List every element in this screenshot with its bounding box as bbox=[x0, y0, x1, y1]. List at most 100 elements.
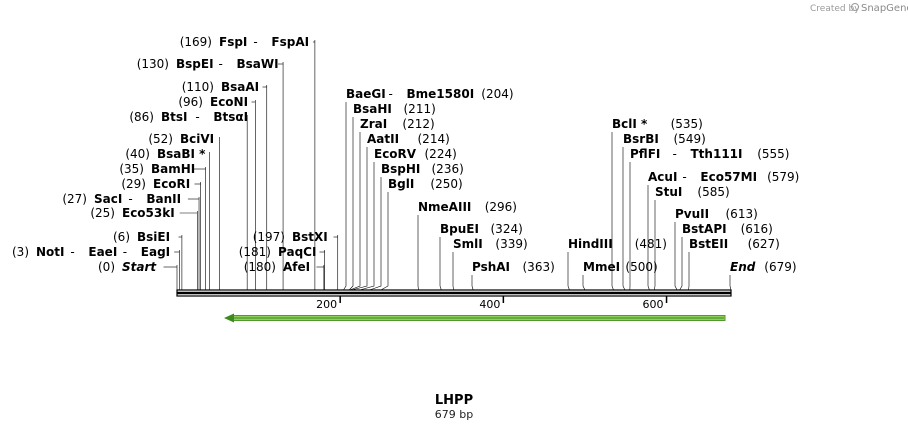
site-position: (324) bbox=[491, 222, 523, 236]
feature-arrow-head-icon bbox=[224, 313, 234, 323]
site-label[interactable]: BciVI (52) bbox=[148, 132, 214, 146]
site-name: EcoRV bbox=[374, 147, 417, 161]
site-name: MmeI bbox=[583, 260, 620, 274]
site-position: (339) bbox=[495, 237, 527, 251]
site-name: SacI bbox=[94, 192, 122, 206]
site-leader bbox=[611, 132, 614, 291]
site-name: Bme1580I bbox=[407, 87, 475, 101]
site-label[interactable]: HindIII (481) bbox=[568, 237, 667, 251]
site-name-separator: - bbox=[128, 192, 132, 206]
site-name: BsiEI bbox=[137, 230, 170, 244]
site-position: (549) bbox=[674, 132, 706, 146]
site-label[interactable]: BstXI (197) bbox=[253, 230, 328, 244]
site-leader bbox=[647, 185, 650, 291]
site-name: EaeI bbox=[88, 245, 117, 259]
site-label[interactable]: PshAI (363) bbox=[472, 260, 555, 274]
site-position: (3) bbox=[12, 245, 29, 259]
site-label[interactable]: BsaBI * (40) bbox=[125, 147, 206, 161]
site-name: ZraI bbox=[360, 117, 387, 131]
site-position: (197) bbox=[253, 230, 285, 244]
credit-prefix: Created by bbox=[810, 4, 860, 14]
site-label[interactable]: EcoRV (224) bbox=[374, 147, 457, 161]
site-label[interactable]: BstAPI (616) bbox=[682, 222, 773, 236]
site-label[interactable]: SmlI (339) bbox=[453, 237, 528, 251]
site-label[interactable]: BsaAI (110) bbox=[182, 80, 259, 94]
site-position: (500) bbox=[625, 260, 657, 274]
site-label[interactable]: BpuEI (324) bbox=[440, 222, 523, 236]
site-label[interactable]: BaeGI - Bme1580I (204) bbox=[346, 87, 514, 101]
sequence-backbone bbox=[176, 289, 732, 297]
site-label[interactable]: EcoNI (96) bbox=[178, 95, 248, 109]
site-label[interactable]: BsrBI (549) bbox=[623, 132, 706, 146]
site-label[interactable]: NmeAIII (296) bbox=[418, 200, 517, 214]
site-name: BstEII bbox=[689, 237, 728, 251]
site-name: PaqCI bbox=[278, 245, 316, 259]
site-label[interactable]: BspEI - BsaWI (130) bbox=[137, 57, 279, 71]
axis-ticks: 200 400 600 bbox=[316, 296, 668, 311]
site-label[interactable]: BglI (250) bbox=[388, 177, 463, 191]
site-leader bbox=[567, 252, 570, 291]
site-name: BsrBI bbox=[623, 132, 659, 146]
site-name: BanII bbox=[146, 192, 181, 206]
site-name: AatII bbox=[367, 132, 399, 146]
site-label[interactable]: End (679) bbox=[730, 260, 797, 274]
site-label[interactable]: Eco53kI (25) bbox=[90, 206, 174, 220]
axis-tick-label: 200 bbox=[316, 298, 337, 311]
site-name: PvuII bbox=[675, 207, 709, 221]
site-label[interactable]: PaqCI (181) bbox=[239, 245, 317, 259]
site-position: (250) bbox=[430, 177, 462, 191]
site-position: (535) bbox=[671, 117, 703, 131]
site-label[interactable]: PvuII (613) bbox=[675, 207, 758, 221]
site-position: (6) bbox=[113, 230, 130, 244]
site-name: BsaWI bbox=[237, 57, 279, 71]
site-position: (35) bbox=[119, 162, 144, 176]
site-leader bbox=[343, 102, 347, 291]
site-label[interactable]: BsiEI (6) bbox=[113, 230, 170, 244]
site-label[interactable]: BamHI (35) bbox=[119, 162, 195, 176]
site-name: FspI bbox=[219, 35, 247, 49]
site-label[interactable]: AfeI (180) bbox=[244, 260, 310, 274]
site-name: HindIII bbox=[568, 237, 613, 251]
site-name: BspHI bbox=[381, 162, 420, 176]
site-name-separator: - bbox=[219, 57, 223, 71]
site-name: BamHI bbox=[151, 162, 195, 176]
site-name: Eco57MI bbox=[700, 170, 757, 184]
site-label[interactable]: AcuI - Eco57MI (579) bbox=[648, 170, 799, 184]
site-leader bbox=[622, 147, 626, 291]
site-label[interactable]: NotI - EaeI - EagI(3) bbox=[12, 245, 170, 259]
site-label[interactable]: ZraI (212) bbox=[360, 117, 435, 131]
site-leader bbox=[582, 275, 586, 291]
site-name: EagI bbox=[141, 245, 170, 259]
site-position: (27) bbox=[62, 192, 87, 206]
site-label[interactable]: BtsI - BtsαI (86) bbox=[129, 110, 248, 124]
site-position: (169) bbox=[180, 35, 212, 49]
site-leader bbox=[348, 117, 354, 291]
site-label[interactable]: FspI - FspAI (169) bbox=[180, 35, 309, 49]
site-label[interactable]: MmeI (500) bbox=[583, 260, 658, 274]
site-label[interactable]: BsaHI (211) bbox=[353, 102, 436, 116]
site-label[interactable]: StuI (585) bbox=[655, 185, 730, 199]
site-name: FspAI bbox=[271, 35, 309, 49]
site-label[interactable]: BclI * (535) bbox=[612, 117, 703, 131]
site-name-separator: - bbox=[253, 35, 257, 49]
site-label[interactable]: AatII (214) bbox=[367, 132, 450, 146]
site-label[interactable]: Start (0) bbox=[98, 260, 157, 274]
site-position: (130) bbox=[137, 57, 169, 71]
axis-tick-label: 400 bbox=[479, 298, 500, 311]
site-label[interactable]: PflFI - Tth111I (555) bbox=[630, 147, 789, 161]
site-name-separator: - bbox=[195, 110, 199, 124]
site-name: BtsI bbox=[161, 110, 188, 124]
site-position: (579) bbox=[767, 170, 799, 184]
site-label[interactable]: EcoRI (29) bbox=[121, 177, 190, 191]
site-leader bbox=[674, 222, 678, 291]
site-label[interactable]: BspHI (236) bbox=[381, 162, 464, 176]
site-position: (96) bbox=[178, 95, 203, 109]
site-leaders bbox=[163, 40, 732, 291]
site-label[interactable]: SacI - BanII (27) bbox=[62, 192, 181, 206]
site-name: AcuI bbox=[648, 170, 677, 184]
site-leader bbox=[417, 215, 419, 291]
site-name: NmeAIII bbox=[418, 200, 471, 214]
site-label[interactable]: BstEII (627) bbox=[689, 237, 780, 251]
site-position: (555) bbox=[757, 147, 789, 161]
site-leader bbox=[369, 177, 382, 291]
